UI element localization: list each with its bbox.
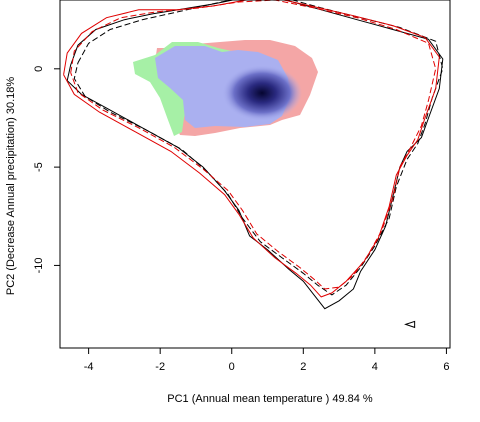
y-axis-title: PC2 (Decrease Annual precipitation) 30.1… [5,77,17,296]
x-axis-title: PC1 (Annual mean temperature ) 49.84 % [167,393,373,405]
dense-core [222,65,302,121]
x-tick-label: 4 [372,361,378,373]
marker-point-1 [404,320,416,329]
x-tick-label: 2 [300,361,306,373]
niche-density-layer [133,40,318,136]
x-axis-ticks: -4 -2 0 2 4 6 [84,348,449,373]
y-axis-ticks: 0 -5 -10 [33,66,60,273]
contour-line-4 [70,0,437,290]
contour-lines [63,0,444,310]
marker-points [404,320,416,329]
y-tick-label: -5 [33,162,45,172]
y-tick-label: -10 [33,257,45,273]
x-tick-label: 0 [229,361,235,373]
y-tick-label: 0 [33,66,45,72]
x-tick-label: -2 [155,361,165,373]
x-tick-label: 6 [443,361,449,373]
x-tick-label: -4 [84,361,94,373]
plot-frame [59,0,451,349]
axes: -4 -2 0 2 4 6 0 -5 -10 [33,0,451,373]
